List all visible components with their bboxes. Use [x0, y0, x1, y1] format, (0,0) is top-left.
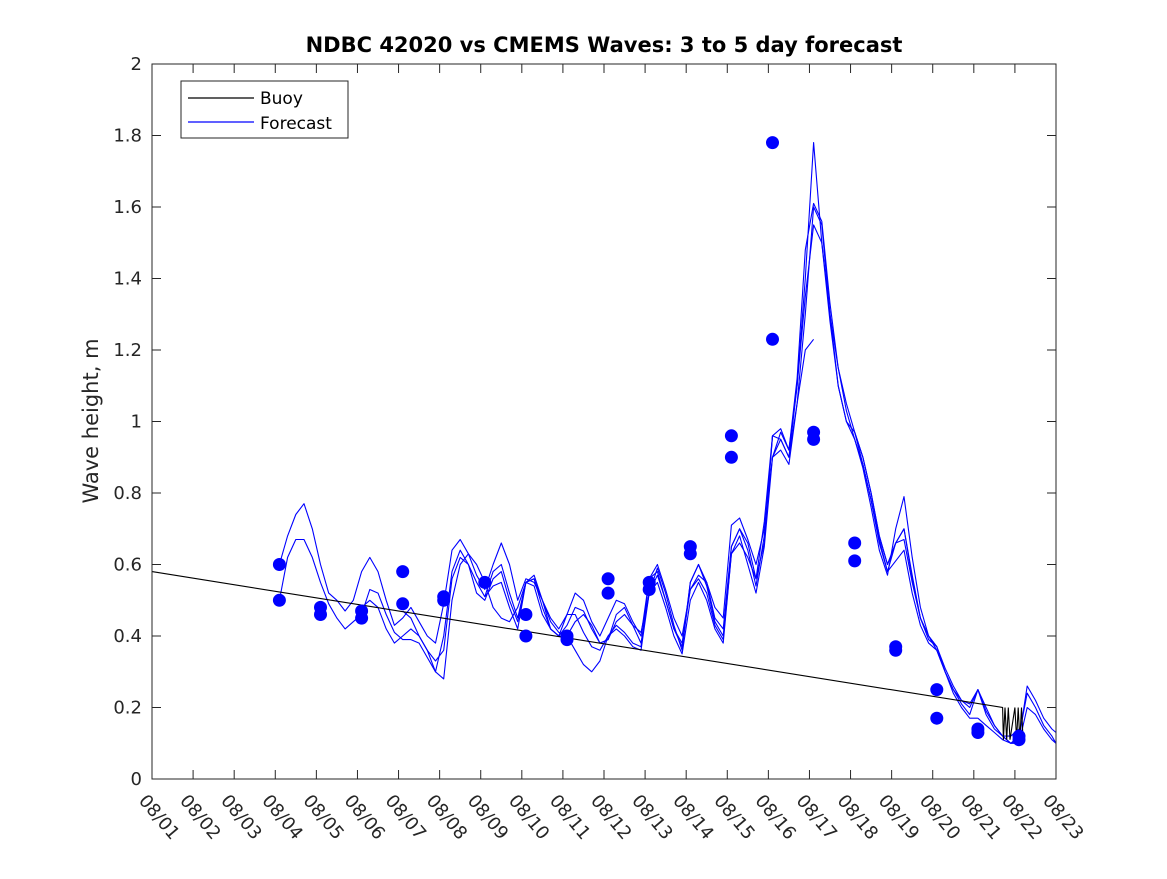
forecast-marker-8 [396, 597, 410, 611]
y-tick-label: 0.2 [113, 698, 142, 719]
forecast-marker-11 [478, 575, 492, 589]
forecast-marker-37 [1012, 733, 1026, 747]
forecast-marker-29 [848, 554, 862, 568]
forecast-marker-27 [807, 432, 821, 446]
y-axis-label: Wave height, m [79, 338, 103, 503]
y-tick-label: 0.8 [113, 483, 142, 504]
legend-buoy-label: Buoy [260, 89, 303, 109]
y-tick-label: 1.2 [113, 340, 142, 361]
forecast-marker-13 [519, 629, 533, 643]
y-tick-label: 1.4 [113, 269, 142, 290]
forecast-marker-28 [848, 536, 862, 550]
forecast-marker-22 [724, 429, 738, 443]
forecast-marker-31 [889, 643, 903, 657]
legend-box [180, 80, 349, 139]
forecast-marker-23 [724, 450, 738, 464]
forecast-marker-17 [601, 586, 615, 600]
legend: Buoy Forecast [180, 80, 349, 139]
forecast-markers [272, 136, 1026, 747]
y-tick-label: 0.4 [113, 626, 142, 647]
legend-forecast-label: Forecast [260, 114, 332, 134]
forecast-line-7 [854, 432, 1057, 744]
forecast-marker-19 [642, 583, 656, 596]
forecast-marker-2 [272, 593, 286, 607]
y-tick-label: 1 [131, 412, 142, 433]
forecast-marker-21 [683, 547, 697, 561]
forecast-marker-25 [766, 332, 779, 346]
chart-title: NDBC 42020 vs CMEMS Waves: 3 to 5 day fo… [306, 33, 903, 57]
forecast-marker-33 [930, 711, 944, 725]
forecast-marker-6 [355, 611, 369, 625]
forecast-marker-10 [437, 593, 451, 607]
forecast-marker-15 [560, 633, 574, 647]
forecast-line-5 [484, 224, 1020, 737]
y-tick-label: 1.8 [113, 126, 142, 147]
forecast-marker-1 [272, 558, 286, 571]
forecast-line-2 [278, 338, 815, 644]
forecast-marker-35 [971, 726, 985, 739]
forecast-marker-24 [766, 136, 779, 150]
plot-area [152, 64, 1056, 779]
forecast-marker-12 [519, 608, 533, 621]
forecast-marker-7 [396, 565, 410, 579]
y-tick-label: 1.6 [113, 197, 142, 218]
forecast-marker-16 [601, 572, 615, 586]
forecast-marker-32 [930, 683, 944, 697]
y-tick-label: 0 [131, 769, 142, 790]
forecast-line-4 [402, 206, 978, 719]
forecast-marker-4 [314, 608, 327, 621]
y-tick-label: 0.6 [113, 555, 142, 576]
y-tick-label: 2 [131, 54, 142, 75]
